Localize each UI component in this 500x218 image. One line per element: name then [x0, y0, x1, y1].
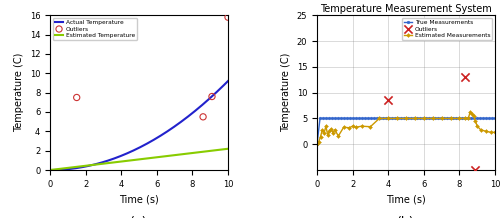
Point — [460, 75, 468, 79]
Text: (a): (a) — [130, 216, 148, 218]
Point — [199, 115, 207, 119]
Legend: True Measurements, Outliers, Estimated Measurements: True Measurements, Outliers, Estimated M… — [402, 18, 492, 40]
Point — [224, 15, 232, 19]
Point — [208, 95, 216, 98]
Title: Temperature Measurement System: Temperature Measurement System — [320, 5, 492, 14]
Y-axis label: Temperature (C): Temperature (C) — [14, 53, 24, 132]
X-axis label: Time (s): Time (s) — [386, 194, 426, 204]
Y-axis label: Temperature (C): Temperature (C) — [281, 53, 291, 132]
Point — [472, 168, 480, 172]
Legend: Actual Temperature, Outliers, Estimated Temperature: Actual Temperature, Outliers, Estimated … — [53, 18, 137, 40]
X-axis label: Time (s): Time (s) — [119, 194, 159, 204]
Text: (b): (b) — [397, 216, 415, 218]
Point — [384, 99, 392, 102]
Point — [72, 96, 80, 99]
